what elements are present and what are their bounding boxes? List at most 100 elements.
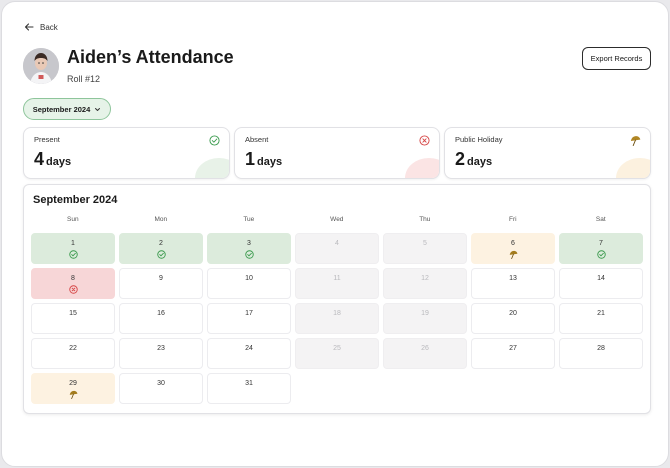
calendar-day[interactable]: 14 — [559, 268, 643, 299]
month-selector-label: September 2024 — [32, 104, 91, 114]
x-circle-icon — [419, 135, 430, 146]
back-link[interactable]: Back — [24, 22, 58, 32]
back-label: Back — [40, 22, 58, 32]
present-count: 4 — [34, 149, 45, 169]
calendar-day[interactable]: 15 — [31, 303, 115, 334]
calendar-day: 19 — [383, 303, 467, 334]
weekday-header: Sat — [595, 216, 606, 223]
calendar-day[interactable]: 6 — [471, 233, 555, 264]
roll-number: Roll #12 — [67, 74, 101, 84]
calendar-day: 25 — [295, 338, 379, 369]
day-number: 19 — [421, 310, 429, 317]
calendar-day[interactable]: 31 — [207, 373, 291, 404]
absent-label: Absent — [245, 135, 269, 144]
present-label: Present — [34, 135, 60, 144]
day-number: 24 — [245, 345, 253, 352]
arrow-left-icon — [24, 23, 34, 31]
day-number: 7 — [599, 240, 603, 247]
calendar-day[interactable]: 24 — [207, 338, 291, 369]
holiday-count: 2 — [455, 149, 466, 169]
present-summary-card: Present 4 days — [23, 127, 230, 179]
avatar — [23, 48, 59, 84]
weekday-header: Wed — [330, 216, 344, 223]
day-number: 4 — [335, 240, 339, 247]
check-circle-icon — [596, 250, 606, 259]
calendar-day[interactable]: 17 — [207, 303, 291, 334]
calendar-day[interactable]: 27 — [471, 338, 555, 369]
check-circle-icon — [244, 250, 254, 259]
day-number: 10 — [245, 275, 253, 282]
card-decoration — [405, 158, 439, 178]
umbrella-icon — [509, 250, 517, 259]
calendar-title: September 2024 — [33, 194, 118, 206]
holiday-summary-card: Public Holiday 2 days — [444, 127, 651, 179]
calendar-day[interactable]: 28 — [559, 338, 643, 369]
day-number: 1 — [71, 240, 75, 247]
calendar-day: 18 — [295, 303, 379, 334]
calendar-day: 4 — [295, 233, 379, 264]
weekday-header: Mon — [154, 216, 168, 223]
day-number: 3 — [247, 240, 251, 247]
day-number: 29 — [69, 380, 77, 387]
day-number: 8 — [71, 275, 75, 282]
attendance-calendar: September 2024 Sun Mon Tue Wed Thu Fri Sat 1 2 3 4… — [23, 184, 651, 414]
day-number: 13 — [509, 275, 517, 282]
day-number: 30 — [157, 380, 165, 387]
calendar-day[interactable]: 7 — [559, 233, 643, 264]
holiday-unit: days — [467, 156, 493, 168]
calendar-day[interactable]: 21 — [559, 303, 643, 334]
day-number: 25 — [333, 345, 341, 352]
absent-unit: days — [257, 156, 283, 168]
umbrella-icon — [69, 390, 77, 399]
umbrella-icon — [630, 136, 641, 146]
calendar-day: 5 — [383, 233, 467, 264]
day-number: 14 — [597, 275, 605, 282]
calendar-day[interactable]: 20 — [471, 303, 555, 334]
calendar-day[interactable]: 3 — [207, 233, 291, 264]
calendar-day[interactable]: 10 — [207, 268, 291, 299]
weekday-header: Tue — [243, 216, 255, 223]
calendar-day[interactable]: 30 — [119, 373, 203, 404]
page-title: Aiden’s Attendance — [67, 47, 234, 67]
absent-summary-card: Absent 1 days — [234, 127, 440, 179]
calendar-day[interactable]: 29 — [31, 373, 115, 404]
day-number: 2 — [159, 240, 163, 247]
calendar-day[interactable]: 2 — [119, 233, 203, 264]
weekday-header: Fri — [509, 216, 517, 223]
day-number: 23 — [157, 345, 165, 352]
day-number: 15 — [69, 310, 77, 317]
calendar-day[interactable]: 13 — [471, 268, 555, 299]
chevron-down-icon — [95, 107, 101, 111]
x-circle-icon — [68, 285, 78, 294]
day-number: 21 — [597, 310, 605, 317]
weekday-header: Thu — [419, 216, 431, 223]
calendar-day[interactable]: 8 — [31, 268, 115, 299]
present-unit: days — [46, 156, 72, 168]
day-number: 26 — [421, 345, 429, 352]
weekday-header: Sun — [67, 216, 79, 223]
calendar-day: 11 — [295, 268, 379, 299]
check-circle-icon — [209, 135, 220, 146]
day-number: 9 — [159, 275, 163, 282]
day-number: 31 — [245, 380, 253, 387]
day-number: 20 — [509, 310, 517, 317]
day-number: 28 — [597, 345, 605, 352]
calendar-day: 26 — [383, 338, 467, 369]
calendar-day[interactable]: 1 — [31, 233, 115, 264]
holiday-label: Public Holiday — [455, 135, 503, 144]
calendar-day[interactable]: 22 — [31, 338, 115, 369]
day-number: 22 — [69, 345, 77, 352]
calendar-day[interactable]: 9 — [119, 268, 203, 299]
check-circle-icon — [156, 250, 166, 259]
card-decoration — [195, 158, 229, 178]
day-number: 11 — [333, 275, 341, 282]
day-number: 18 — [333, 310, 341, 317]
day-number: 12 — [421, 275, 429, 282]
month-selector[interactable]: September 2024 — [23, 98, 111, 120]
calendar-day[interactable]: 23 — [119, 338, 203, 369]
export-records-button[interactable]: Export Records — [582, 47, 651, 70]
card-decoration — [616, 158, 650, 178]
calendar-day[interactable]: 16 — [119, 303, 203, 334]
absent-count: 1 — [245, 149, 256, 169]
